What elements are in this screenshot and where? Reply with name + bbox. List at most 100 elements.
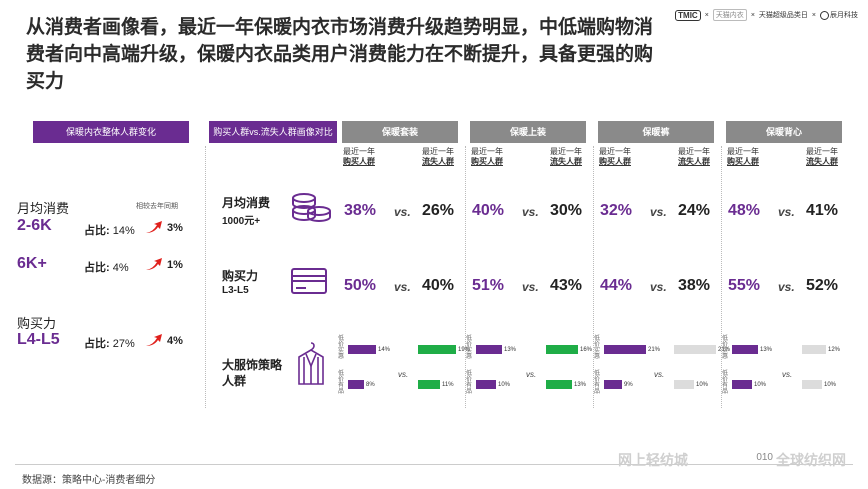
trend-up-icon: [146, 258, 162, 270]
bar-lost-value: 16%: [580, 347, 593, 353]
bar-lost: [418, 380, 440, 389]
bar-buyers: [732, 345, 758, 354]
power-lost-pct: 52%: [806, 277, 839, 294]
vs-label: vs.: [394, 205, 411, 219]
power-lost-pct: 43%: [550, 277, 583, 294]
chenyue-logo: 辰月科技: [820, 10, 858, 20]
col-sub-lost: 最近一年 流失人群: [550, 147, 582, 167]
tmall-underwear-logo: 天猫内衣: [712, 9, 747, 21]
bar-buyers: [732, 380, 752, 389]
bar-buyers-value: 14%: [378, 347, 391, 353]
power-buyers-pct: 50%: [344, 277, 377, 294]
stat-ratio-value: 27%: [112, 338, 135, 350]
bar-buyers-value: 13%: [504, 347, 517, 353]
vs-label: vs.: [650, 280, 667, 294]
bar-axis-label: 低价有品: [594, 371, 601, 395]
row-sub-spend: 1000元+: [222, 216, 261, 227]
stat-change: 1%: [167, 259, 183, 271]
power-buyers-pct: 51%: [472, 277, 505, 294]
spend-lost-pct: 41%: [806, 202, 839, 219]
watermark-left: 网上轻纺城: [618, 452, 688, 468]
footer-rule: [15, 464, 853, 465]
bar-buyers: [348, 345, 376, 354]
bar-lost-value: 19%: [458, 347, 471, 353]
bar-axis-label: 低价实惠: [594, 336, 601, 360]
bar-lost-value: 10%: [824, 382, 837, 388]
stat-ratio-value: 4%: [112, 262, 129, 274]
stat-ratio: 占比: 14%: [84, 222, 135, 238]
category-header-set: 保暖套装: [342, 121, 458, 143]
vs-label: vs.: [526, 370, 537, 379]
row-label-power: 购买力: [222, 269, 259, 283]
bar-lost: [674, 380, 694, 389]
vs-label: vs.: [782, 370, 793, 379]
page-headline: 从消费者画像看，最近一年保暖内衣市场消费升级趋势明显，中低端购物消费者向中高端升…: [26, 17, 654, 92]
divider: [593, 146, 594, 408]
coins-icon: [292, 193, 331, 222]
col-sub-buyers: 最近一年 购买人群: [727, 147, 759, 167]
stat-label-monthly-spend: 月均消费: [17, 201, 70, 216]
col-sub-bottom: 流失人群: [550, 157, 582, 166]
brand-separator: ×: [811, 11, 816, 19]
bar-lost: [546, 345, 578, 354]
stat-ratio-label: 占比:: [84, 225, 110, 237]
col-sub-top: 最近一年: [599, 147, 631, 156]
power-lost-pct: 38%: [678, 277, 711, 294]
col-sub-bottom: 购买人群: [599, 157, 631, 166]
spend-buyers-pct: 48%: [728, 202, 761, 219]
col-sub-top: 最近一年: [471, 147, 503, 156]
super-category-day-logo: 天猫超级品类日: [758, 12, 808, 19]
stat-ratio-value: 14%: [112, 225, 135, 237]
mid-panel-header: 购买人群vs.流失人群画像对比: [209, 121, 337, 143]
brand-separator: ×: [704, 11, 709, 19]
stat-ratio-label: 占比:: [84, 338, 110, 350]
page-number: 010: [756, 452, 773, 463]
col-sub-buyers: 最近一年 购买人群: [343, 147, 375, 167]
tmic-logo: TMIC: [675, 9, 701, 21]
bar-axis-label: 低价实惠: [466, 336, 473, 360]
col-sub-top: 最近一年: [678, 147, 710, 156]
stat-change: 4%: [167, 335, 183, 347]
row-label-apparel-strategy: 大服饰策略人群: [222, 358, 283, 388]
bar-lost: [674, 345, 716, 354]
row-label-spend: 月均消费: [222, 196, 271, 210]
spend-lost-pct: 26%: [422, 202, 455, 219]
category-header-top: 保暖上装: [470, 121, 586, 143]
col-sub-top: 最近一年: [550, 147, 582, 156]
category-header-vest: 保暖背心: [726, 121, 842, 143]
col-sub-buyers: 最近一年 购买人群: [599, 147, 631, 167]
bar-buyers-value: 13%: [760, 347, 773, 353]
vs-label: vs.: [778, 280, 795, 294]
col-sub-lost: 最近一年 流失人群: [678, 147, 710, 167]
category-header-pants: 保暖裤: [598, 121, 714, 143]
stat-range: 2-6K: [17, 217, 52, 234]
bar-buyers: [476, 380, 496, 389]
bar-axis-label: 低价实惠: [722, 336, 729, 360]
power-buyers-pct: 44%: [600, 277, 633, 294]
bar-lost-value: 21%: [718, 347, 731, 353]
divider: [465, 146, 466, 408]
stat-change: 3%: [167, 222, 183, 234]
col-sub-top: 最近一年: [343, 147, 375, 156]
bar-axis-label: 低价有品: [722, 371, 729, 395]
bar-buyers: [348, 380, 364, 389]
bar-buyers-value: 8%: [366, 382, 375, 388]
bar-lost: [802, 345, 826, 354]
brand-separator: ×: [750, 11, 755, 19]
bar-buyers-value: 10%: [754, 382, 767, 388]
stat-ratio-label: 占比:: [84, 262, 110, 274]
vs-label: vs.: [654, 370, 665, 379]
chenyue-name: 辰月科技: [830, 12, 858, 19]
col-sub-bottom: 流失人群: [678, 157, 710, 166]
bar-axis-label: 低价有品: [466, 371, 473, 395]
divider: [721, 146, 722, 408]
vs-label: vs.: [398, 370, 409, 379]
bar-lost-value: 11%: [442, 382, 454, 388]
stat-range: L4-L5: [17, 331, 60, 348]
bar-lost-value: 12%: [828, 347, 841, 353]
col-sub-bottom: 购买人群: [727, 157, 759, 166]
row-sub-power: L3-L5: [222, 285, 249, 296]
col-sub-top: 最近一年: [422, 147, 454, 156]
trend-up-icon: [146, 334, 162, 346]
col-sub-top: 最近一年: [806, 147, 838, 156]
